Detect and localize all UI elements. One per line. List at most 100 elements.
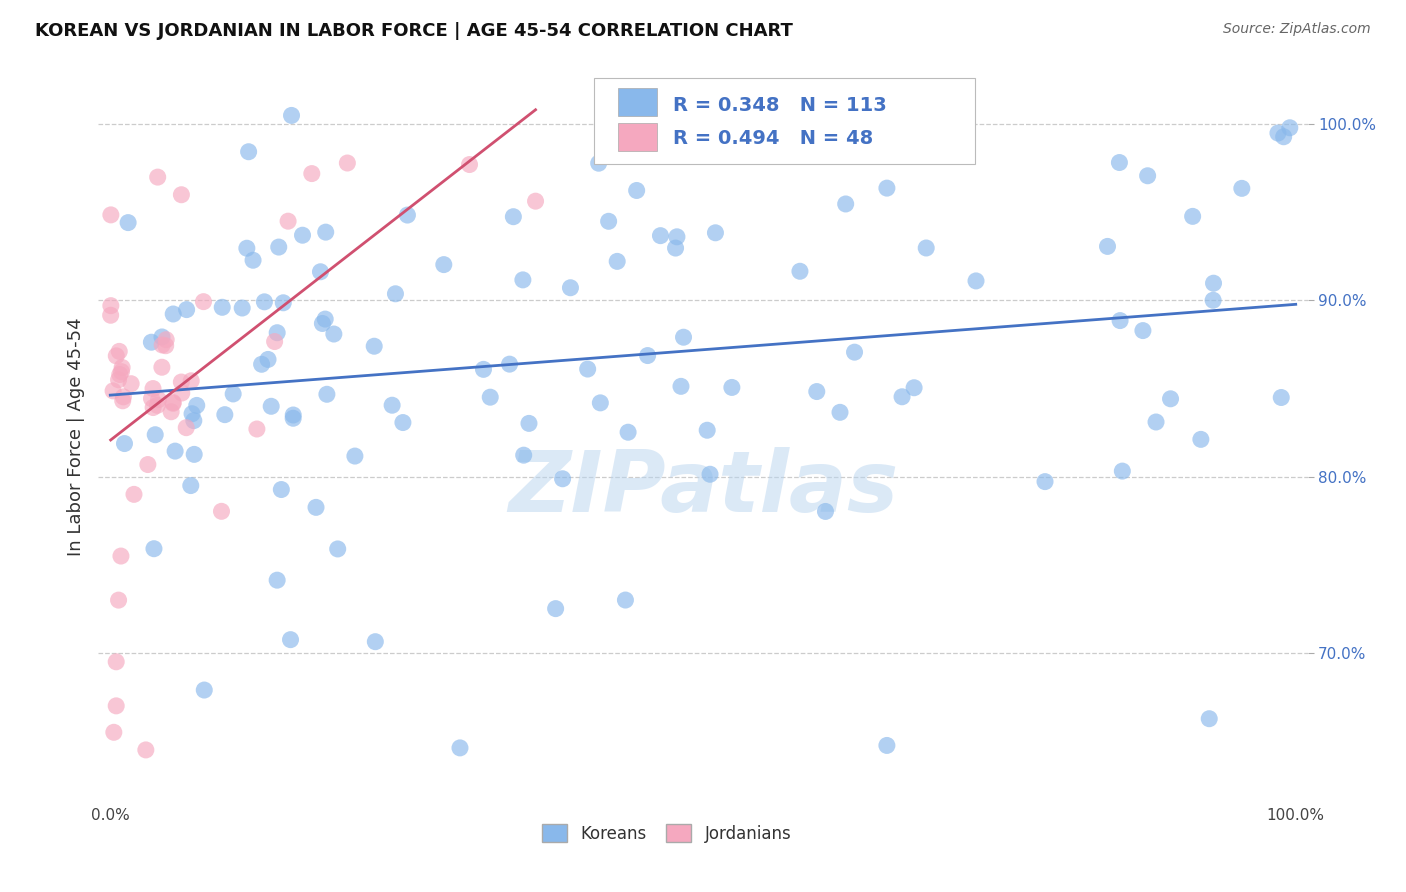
Point xyxy=(876,181,898,195)
Point xyxy=(143,427,166,442)
FancyBboxPatch shape xyxy=(595,78,976,164)
Point xyxy=(162,395,184,409)
Point xyxy=(180,478,202,492)
Point xyxy=(186,398,208,412)
Point xyxy=(150,330,173,344)
Point xyxy=(891,390,914,404)
Point xyxy=(250,357,273,371)
FancyBboxPatch shape xyxy=(619,88,657,116)
Point xyxy=(844,345,866,359)
Point xyxy=(1267,126,1289,140)
Point xyxy=(176,302,198,317)
Point xyxy=(336,156,359,170)
Point xyxy=(806,384,828,399)
Point xyxy=(1202,276,1225,290)
Point xyxy=(1160,392,1182,406)
Point xyxy=(363,339,385,353)
Point xyxy=(291,228,314,243)
Point xyxy=(326,541,349,556)
Point xyxy=(105,698,128,713)
Point xyxy=(1111,464,1133,478)
Point xyxy=(381,398,404,412)
Point xyxy=(721,380,744,394)
Point xyxy=(1144,415,1167,429)
Point xyxy=(183,447,205,461)
Point xyxy=(107,593,129,607)
Point xyxy=(238,145,260,159)
Point xyxy=(1202,293,1225,308)
Point xyxy=(181,407,204,421)
Point xyxy=(263,334,285,349)
Point xyxy=(150,338,173,352)
Point xyxy=(280,108,302,122)
Point xyxy=(1108,155,1130,169)
Point xyxy=(120,376,142,391)
Point xyxy=(551,472,574,486)
Point xyxy=(135,743,157,757)
Point xyxy=(626,184,648,198)
Point xyxy=(665,229,688,244)
Point xyxy=(146,398,169,412)
Point xyxy=(160,405,183,419)
Point xyxy=(598,214,620,228)
Point xyxy=(174,420,197,434)
Point xyxy=(103,725,125,739)
Legend: Koreans, Jordanians: Koreans, Jordanians xyxy=(536,817,799,849)
Point xyxy=(458,157,481,171)
Point xyxy=(162,396,184,410)
Point xyxy=(672,330,695,344)
Point xyxy=(117,216,139,230)
Point xyxy=(637,349,659,363)
Point xyxy=(1109,313,1132,327)
Point xyxy=(162,307,184,321)
Point xyxy=(699,467,721,482)
Point xyxy=(270,483,292,497)
Point xyxy=(105,349,128,363)
Point xyxy=(170,386,193,401)
Point xyxy=(214,408,236,422)
Point xyxy=(136,458,159,472)
Point xyxy=(114,436,136,450)
Point xyxy=(277,214,299,228)
Point xyxy=(517,417,540,431)
Point xyxy=(834,197,856,211)
Point xyxy=(108,368,131,382)
Point xyxy=(588,156,610,170)
Text: R = 0.494   N = 48: R = 0.494 N = 48 xyxy=(672,129,873,148)
Point xyxy=(384,286,406,301)
Point xyxy=(606,254,628,268)
Point xyxy=(146,170,169,185)
Point xyxy=(1272,129,1295,144)
Text: KOREAN VS JORDANIAN IN LABOR FORCE | AGE 45-54 CORRELATION CHART: KOREAN VS JORDANIAN IN LABOR FORCE | AGE… xyxy=(35,22,793,40)
Point xyxy=(472,362,495,376)
Point xyxy=(180,374,202,388)
Point xyxy=(617,425,640,440)
Point xyxy=(364,634,387,648)
Point xyxy=(1136,169,1159,183)
Point xyxy=(111,360,134,375)
Point xyxy=(183,414,205,428)
Point xyxy=(246,422,269,436)
Point xyxy=(105,655,128,669)
Point xyxy=(211,301,233,315)
Point xyxy=(266,573,288,587)
Text: ZIPatlas: ZIPatlas xyxy=(508,447,898,530)
Point xyxy=(1033,475,1056,489)
Point xyxy=(544,601,567,615)
Point xyxy=(965,274,987,288)
Point xyxy=(305,500,328,515)
Point xyxy=(107,373,129,387)
Point xyxy=(1270,391,1292,405)
Point xyxy=(498,357,520,371)
Point xyxy=(502,210,524,224)
Point xyxy=(100,299,122,313)
Point xyxy=(236,241,259,255)
Point xyxy=(242,253,264,268)
Point xyxy=(141,392,163,406)
Point xyxy=(222,387,245,401)
Point xyxy=(696,423,718,437)
Point xyxy=(266,326,288,340)
Point xyxy=(283,411,305,425)
Point xyxy=(915,241,938,255)
Point xyxy=(396,208,419,222)
